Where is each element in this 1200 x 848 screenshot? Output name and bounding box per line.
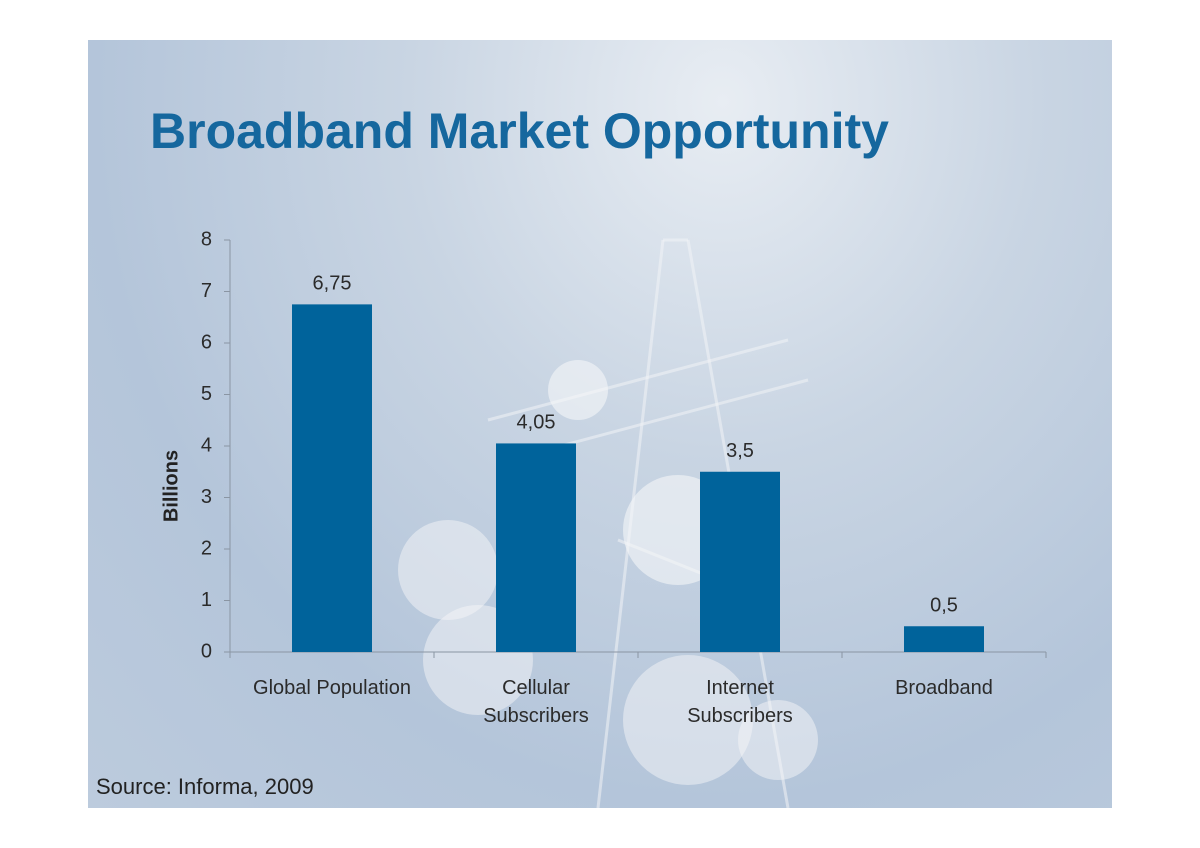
chart-title: Broadband Market Opportunity [150,103,889,159]
x-tick-label: Broadband [895,677,993,699]
data-label: 6,75 [313,273,352,295]
bar [292,304,372,652]
y-tick-label: 8 [201,228,212,250]
data-label: 4,05 [517,412,556,434]
y-axis-title: Billions [160,450,182,522]
y-tick-label: 6 [201,331,212,353]
bar [496,443,576,652]
y-tick-label: 0 [201,640,212,662]
y-tick-label: 7 [201,280,212,302]
y-tick-label: 1 [201,589,212,611]
y-tick-label: 4 [201,434,212,456]
data-label: 3,5 [726,440,754,462]
bar [700,471,780,652]
bar [904,626,984,652]
x-tick-label: Internet Subscribers [687,677,793,727]
slide: Billions 0 1 2 3 4 5 6 7 8 6,75 4,05 3,5 0,5 Broadba… [88,40,1112,808]
y-tick-label: 3 [201,486,212,508]
x-tick-label: Cellular Subscribers [483,677,589,727]
x-tick-label: Global Population [253,677,411,699]
y-tick-label: 5 [201,383,212,405]
y-tick-label: 2 [201,537,212,559]
data-label: 0,5 [930,595,958,617]
source-note: Source: Informa, 2009 [96,774,314,799]
chart: Billions 0 1 2 3 4 5 6 7 8 6,75 4,05 3,5 0,5 [160,228,1047,808]
